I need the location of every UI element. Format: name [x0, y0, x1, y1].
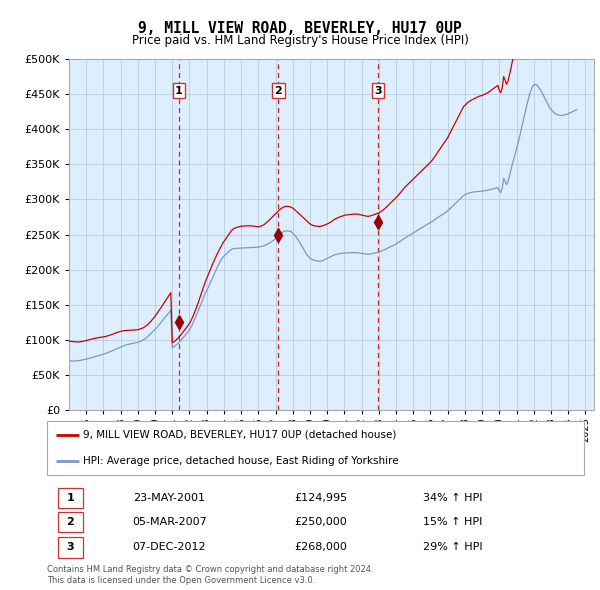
Text: HPI: Average price, detached house, East Riding of Yorkshire: HPI: Average price, detached house, East…: [83, 456, 399, 466]
Text: 9, MILL VIEW ROAD, BEVERLEY, HU17 0UP (detached house): 9, MILL VIEW ROAD, BEVERLEY, HU17 0UP (d…: [83, 430, 397, 440]
Text: 3: 3: [374, 86, 382, 96]
Text: 05-MAR-2007: 05-MAR-2007: [133, 517, 208, 527]
Text: 07-DEC-2012: 07-DEC-2012: [133, 542, 206, 552]
Text: 9, MILL VIEW ROAD, BEVERLEY, HU17 0UP: 9, MILL VIEW ROAD, BEVERLEY, HU17 0UP: [138, 21, 462, 35]
FancyBboxPatch shape: [58, 537, 83, 558]
FancyBboxPatch shape: [58, 487, 83, 509]
Text: £268,000: £268,000: [294, 542, 347, 552]
Text: 23-MAY-2001: 23-MAY-2001: [133, 493, 205, 503]
Text: 2: 2: [67, 517, 74, 527]
Text: This data is licensed under the Open Government Licence v3.0.: This data is licensed under the Open Gov…: [47, 576, 315, 585]
Text: Contains HM Land Registry data © Crown copyright and database right 2024.: Contains HM Land Registry data © Crown c…: [47, 565, 373, 573]
Text: 1: 1: [67, 493, 74, 503]
Text: Price paid vs. HM Land Registry's House Price Index (HPI): Price paid vs. HM Land Registry's House …: [131, 34, 469, 47]
Text: 34% ↑ HPI: 34% ↑ HPI: [422, 493, 482, 503]
Text: £250,000: £250,000: [294, 517, 347, 527]
Text: £124,995: £124,995: [294, 493, 347, 503]
Text: 2: 2: [275, 86, 283, 96]
Text: 1: 1: [175, 86, 182, 96]
FancyBboxPatch shape: [58, 512, 83, 532]
Text: 29% ↑ HPI: 29% ↑ HPI: [422, 542, 482, 552]
FancyBboxPatch shape: [47, 421, 584, 475]
Text: 15% ↑ HPI: 15% ↑ HPI: [422, 517, 482, 527]
Text: 3: 3: [67, 542, 74, 552]
